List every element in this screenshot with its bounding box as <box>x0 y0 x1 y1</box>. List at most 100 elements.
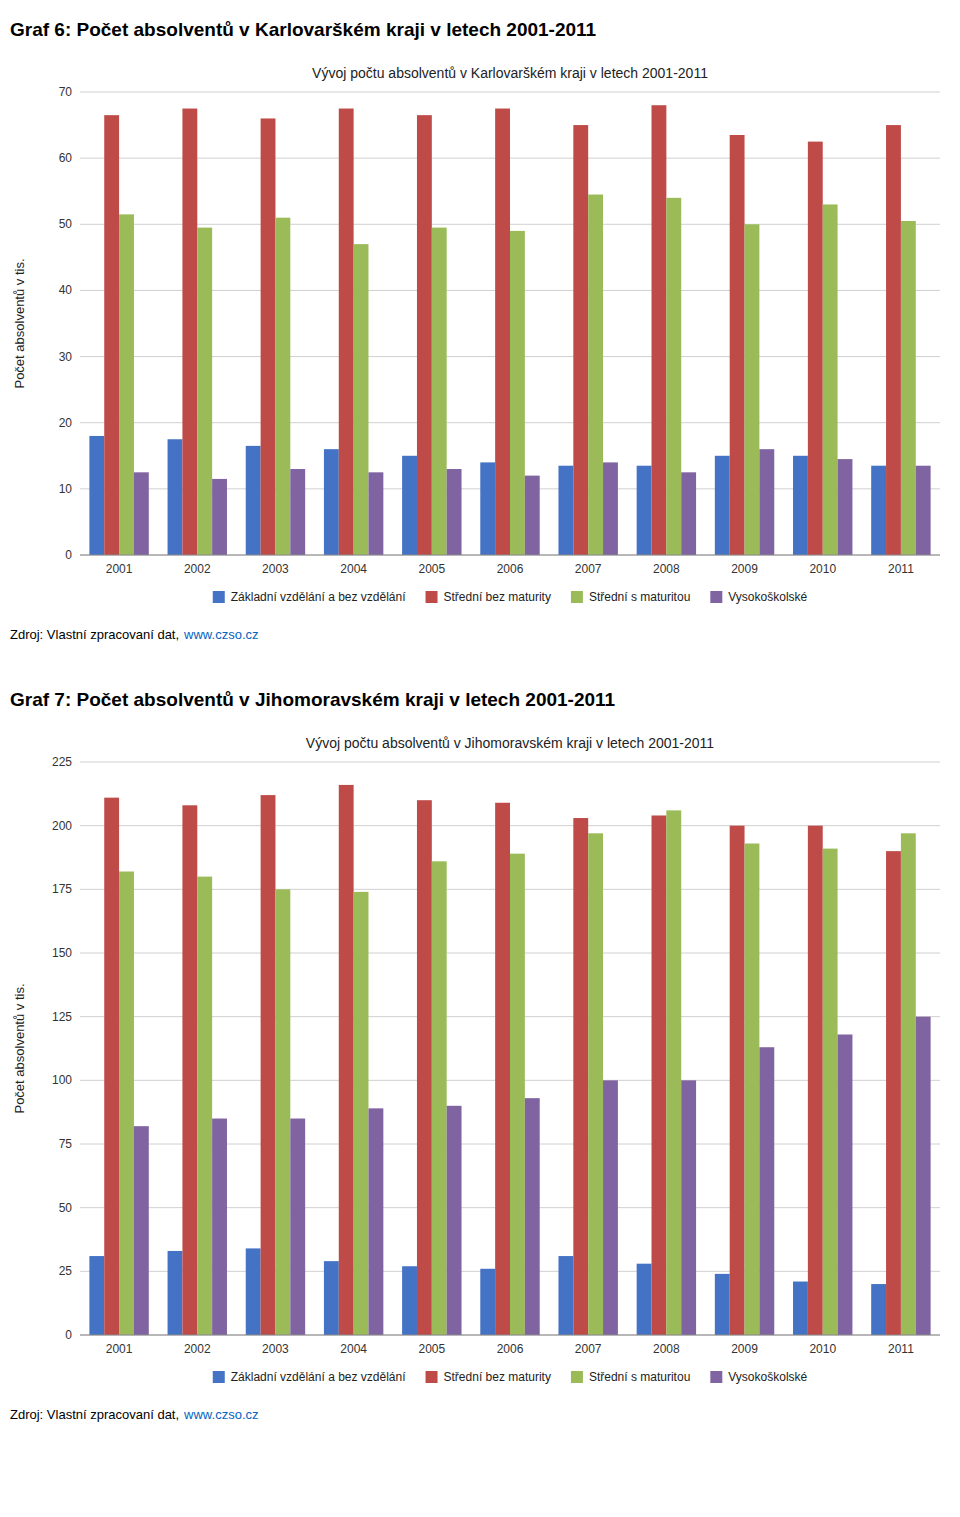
bar <box>104 798 119 1335</box>
legend-swatch <box>426 591 438 603</box>
x-tick-label: 2003 <box>262 562 289 576</box>
bar <box>197 228 212 555</box>
bar <box>823 204 838 555</box>
bar <box>480 1269 495 1335</box>
legend-swatch <box>426 1371 438 1383</box>
chart: Graf 7: Počet absolventů v Jihomoravském… <box>10 689 940 1422</box>
bar <box>261 118 276 555</box>
bar <box>368 1108 383 1335</box>
chart-title: Graf 6: Počet absolventů v Karlovarškém … <box>10 19 597 40</box>
legend-swatch <box>571 1371 583 1383</box>
y-tick-label: 100 <box>52 1073 72 1087</box>
chart-subtitle: Vývoj počtu absolventů v Karlovarškém kr… <box>312 65 708 81</box>
bar <box>588 833 603 1335</box>
figure: Graf 6: Počet absolventů v Karlovarškém … <box>0 0 960 1517</box>
y-tick-label: 30 <box>59 350 73 364</box>
x-tick-label: 2010 <box>809 1342 836 1356</box>
bar <box>793 456 808 555</box>
bar <box>354 244 369 555</box>
bar <box>290 1119 305 1335</box>
y-tick-label: 0 <box>65 548 72 562</box>
bar <box>480 462 495 555</box>
bar <box>573 125 588 555</box>
bar <box>212 479 227 555</box>
bar <box>432 228 447 555</box>
bar <box>652 815 667 1335</box>
bar <box>901 833 916 1335</box>
bar <box>603 1080 618 1335</box>
chart-title: Graf 7: Počet absolventů v Jihomoravském… <box>10 689 616 710</box>
legend-swatch <box>213 1371 225 1383</box>
legend: Základní vzdělání a bez vzdělání Střední … <box>213 1370 808 1384</box>
y-tick-label: 20 <box>59 416 73 430</box>
bar <box>637 1264 652 1335</box>
legend-swatch <box>710 591 722 603</box>
bar <box>808 826 823 1335</box>
bar <box>793 1282 808 1335</box>
y-axis-label: Počet absolventů v tis. <box>12 983 27 1113</box>
legend-swatch <box>571 591 583 603</box>
x-tick-label: 2002 <box>184 1342 211 1356</box>
grid-line <box>80 92 940 93</box>
x-tick-label: 2005 <box>418 1342 445 1356</box>
legend-label: Základní vzdělání a bez vzdělání <box>231 1370 406 1384</box>
bar <box>637 466 652 555</box>
bar <box>417 800 432 1335</box>
bar <box>324 1261 339 1335</box>
bar <box>525 476 540 555</box>
bar <box>681 1080 696 1335</box>
bar <box>495 109 510 555</box>
bar <box>916 466 931 555</box>
bar <box>119 872 134 1335</box>
y-tick-label: 60 <box>59 151 73 165</box>
bar <box>432 861 447 1335</box>
bar <box>808 142 823 555</box>
bar <box>603 462 618 555</box>
bar <box>261 795 276 1335</box>
legend-label: Střední s maturitou <box>589 1370 690 1384</box>
bar <box>588 195 603 555</box>
bar <box>182 109 197 555</box>
legend-label: Střední bez maturity <box>444 1370 551 1384</box>
bar <box>838 1034 853 1335</box>
bar <box>104 115 119 555</box>
bar <box>290 469 305 555</box>
x-tick-label: 2006 <box>497 1342 524 1356</box>
bar <box>745 843 760 1335</box>
y-tick-label: 125 <box>52 1010 72 1024</box>
source-note: Zdroj: Vlastní zpracovaní dat, <box>10 1407 179 1422</box>
bar <box>681 472 696 555</box>
bar <box>573 818 588 1335</box>
x-axis-line <box>80 555 940 556</box>
bar <box>402 456 417 555</box>
x-tick-label: 2006 <box>497 562 524 576</box>
x-tick-label: 2011 <box>888 562 914 576</box>
bar <box>339 109 354 555</box>
bars <box>89 785 930 1335</box>
bar <box>823 849 838 1335</box>
bar <box>168 439 183 555</box>
legend-swatch <box>710 1371 722 1383</box>
bar <box>525 1098 540 1335</box>
grid-line <box>80 1335 940 1336</box>
legend-label: Střední bez maturity <box>444 590 551 604</box>
x-tick-label: 2008 <box>653 1342 680 1356</box>
bar <box>745 224 760 555</box>
bar <box>759 1047 774 1335</box>
bar <box>168 1251 183 1335</box>
x-tick-label: 2007 <box>575 1342 602 1356</box>
bar <box>558 1256 573 1335</box>
bar <box>871 466 886 555</box>
bar <box>212 1119 227 1335</box>
legend-swatch <box>213 591 225 603</box>
y-tick-label: 200 <box>52 819 72 833</box>
y-tick-label: 10 <box>59 482 73 496</box>
x-tick-label: 2005 <box>418 562 445 576</box>
bar <box>558 466 573 555</box>
y-tick-label: 50 <box>59 1201 73 1215</box>
bar <box>89 436 104 555</box>
x-tick-label: 2009 <box>731 562 758 576</box>
bar <box>417 115 432 555</box>
source-link: www.czso.cz <box>183 627 258 642</box>
bar <box>89 1256 104 1335</box>
